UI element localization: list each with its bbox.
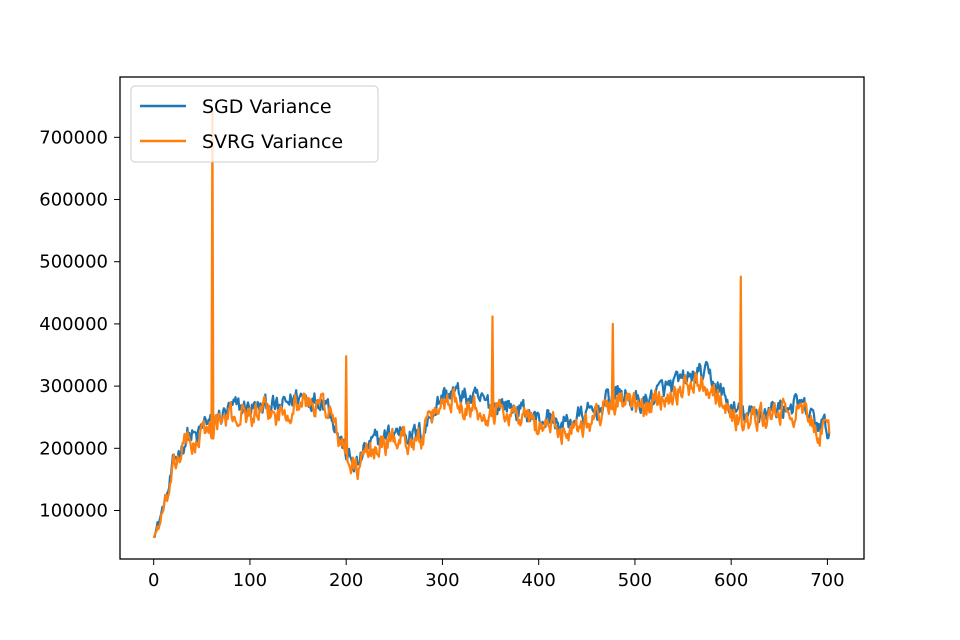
x-tick-label: 600	[714, 570, 748, 591]
legend-label-sgd: SGD Variance	[202, 96, 332, 118]
series-line-svrg-variance	[152, 110, 831, 539]
y-tick-label: 300000	[39, 376, 108, 397]
y-tick-label: 500000	[39, 252, 108, 273]
y-tick-label: 700000	[39, 127, 108, 148]
y-tick-label: 600000	[39, 190, 108, 211]
legend: SGD Variance SVRG Variance	[130, 85, 379, 163]
y-axis: 100000 200000 300000 400000 500000 600000 7000…	[39, 127, 120, 521]
x-tick-label: 400	[522, 570, 556, 591]
legend-label-svrg: SVRG Variance	[202, 131, 343, 153]
y-tick-label: 400000	[39, 314, 108, 335]
y-tick-label: 200000	[39, 438, 108, 459]
y-tick-label: 100000	[39, 500, 108, 521]
x-tick-label: 100	[233, 570, 267, 591]
x-tick-label: 500	[618, 570, 652, 591]
x-axis: 0 100 200 300 400 500 600 700	[148, 559, 845, 591]
series-layer	[152, 110, 831, 539]
legend-box	[130, 85, 379, 163]
x-tick-label: 700	[810, 570, 844, 591]
x-tick-label: 300	[425, 570, 459, 591]
axes-frame	[119, 76, 865, 560]
x-tick-label: 0	[148, 570, 159, 591]
x-tick-label: 200	[329, 570, 363, 591]
